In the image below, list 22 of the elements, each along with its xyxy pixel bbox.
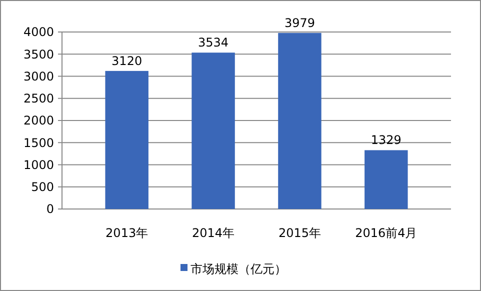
y-tick-label: 0 (46, 202, 54, 216)
data-label: 3979 (284, 16, 315, 30)
y-tick-label: 3500 (23, 47, 54, 62)
data-label: 1329 (370, 133, 402, 148)
bar (105, 70, 148, 209)
bar (278, 32, 322, 209)
x-tick-label: 2016前4月 (355, 226, 418, 240)
y-tick-label: 1500 (23, 136, 54, 150)
data-label: 3120 (112, 54, 142, 68)
y-tick-label: 500 (31, 180, 54, 194)
y-tick-label: 3000 (23, 69, 54, 84)
data-label: 3534 (198, 36, 229, 50)
bar (192, 52, 235, 209)
y-tick-label: 2500 (23, 92, 54, 106)
bar (364, 150, 408, 209)
x-tick-label: 2013年 (106, 226, 148, 240)
x-tick-label: 2014年 (192, 226, 235, 240)
y-tick-label: 4000 (23, 25, 54, 40)
y-tick-label: 1000 (23, 158, 54, 172)
x-tick-label: 2015年 (278, 226, 321, 240)
legend-label: 市场规模（亿元） (190, 262, 286, 276)
y-tick-label: 2000 (23, 114, 54, 128)
